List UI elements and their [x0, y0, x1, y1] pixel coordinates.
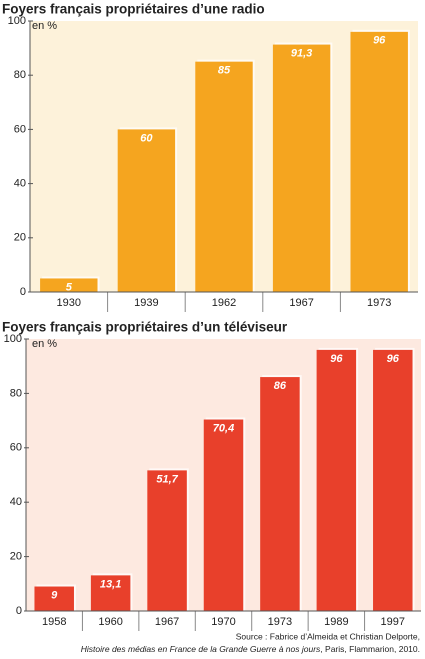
- x-tick-label: 1930: [57, 297, 81, 309]
- y-tick-label: 0: [16, 605, 22, 617]
- bar: [90, 575, 131, 611]
- x-tick-label: 1967: [155, 616, 179, 628]
- y-tick-label: 40: [14, 178, 26, 190]
- x-tick-label: 1989: [324, 616, 348, 628]
- chart-title: Foyers français propriétaires d’un télév…: [2, 320, 288, 335]
- y-tick-label: 100: [8, 15, 26, 27]
- bar: [260, 377, 300, 611]
- source-rest: , Paris, Flammarion, 2010.: [320, 644, 420, 654]
- data-label: 51,7: [156, 473, 178, 485]
- data-label: 9: [51, 589, 58, 601]
- y-tick-label: 80: [14, 69, 26, 81]
- bar: [117, 129, 176, 292]
- source-line: Histoire des médias en France de la Gran…: [81, 644, 420, 654]
- y-axis-label: en %: [32, 338, 57, 350]
- bar: [272, 44, 331, 293]
- x-tick-label: 1958: [42, 616, 66, 628]
- data-label: 13,1: [100, 578, 121, 590]
- data-label: 96: [330, 353, 343, 365]
- x-tick-label: 1997: [381, 616, 405, 628]
- source-line: Source : Fabrice d’Almeida et Christian …: [236, 631, 420, 641]
- data-label: 60: [140, 132, 153, 144]
- y-tick-label: 40: [10, 496, 22, 508]
- y-tick-label: 100: [4, 333, 22, 345]
- bar: [147, 470, 187, 611]
- data-label: 5: [66, 281, 73, 293]
- data-label: 96: [373, 35, 386, 47]
- x-tick-label: 1970: [211, 616, 235, 628]
- bar: [40, 278, 98, 292]
- x-tick-label: 1960: [98, 616, 122, 628]
- data-label: 91,3: [291, 47, 312, 59]
- source-title: Histoire des médias en France de la Gran…: [81, 644, 321, 654]
- data-label: 70,4: [213, 422, 234, 434]
- bar: [316, 349, 357, 611]
- chart-title: Foyers français propriétaires d’une radi…: [2, 2, 265, 17]
- x-tick-label: 1973: [367, 297, 391, 309]
- y-tick-label: 0: [20, 286, 26, 298]
- bar: [195, 61, 253, 293]
- x-tick-label: 1939: [134, 297, 158, 309]
- bar: [350, 31, 408, 293]
- x-tick-label: 1973: [268, 616, 292, 628]
- y-tick-label: 20: [10, 551, 22, 563]
- data-label: 96: [387, 353, 400, 365]
- x-tick-label: 1967: [289, 297, 313, 309]
- y-tick-label: 80: [10, 387, 22, 399]
- data-label: 85: [218, 65, 231, 77]
- y-tick-label: 60: [14, 123, 26, 135]
- bar: [203, 419, 244, 611]
- bar: [373, 349, 413, 611]
- y-axis-label: en %: [32, 20, 57, 32]
- y-tick-label: 60: [10, 442, 22, 454]
- y-tick-label: 20: [14, 232, 26, 244]
- data-label: 86: [274, 380, 287, 392]
- bar: [34, 586, 74, 611]
- x-tick-label: 1962: [212, 297, 236, 309]
